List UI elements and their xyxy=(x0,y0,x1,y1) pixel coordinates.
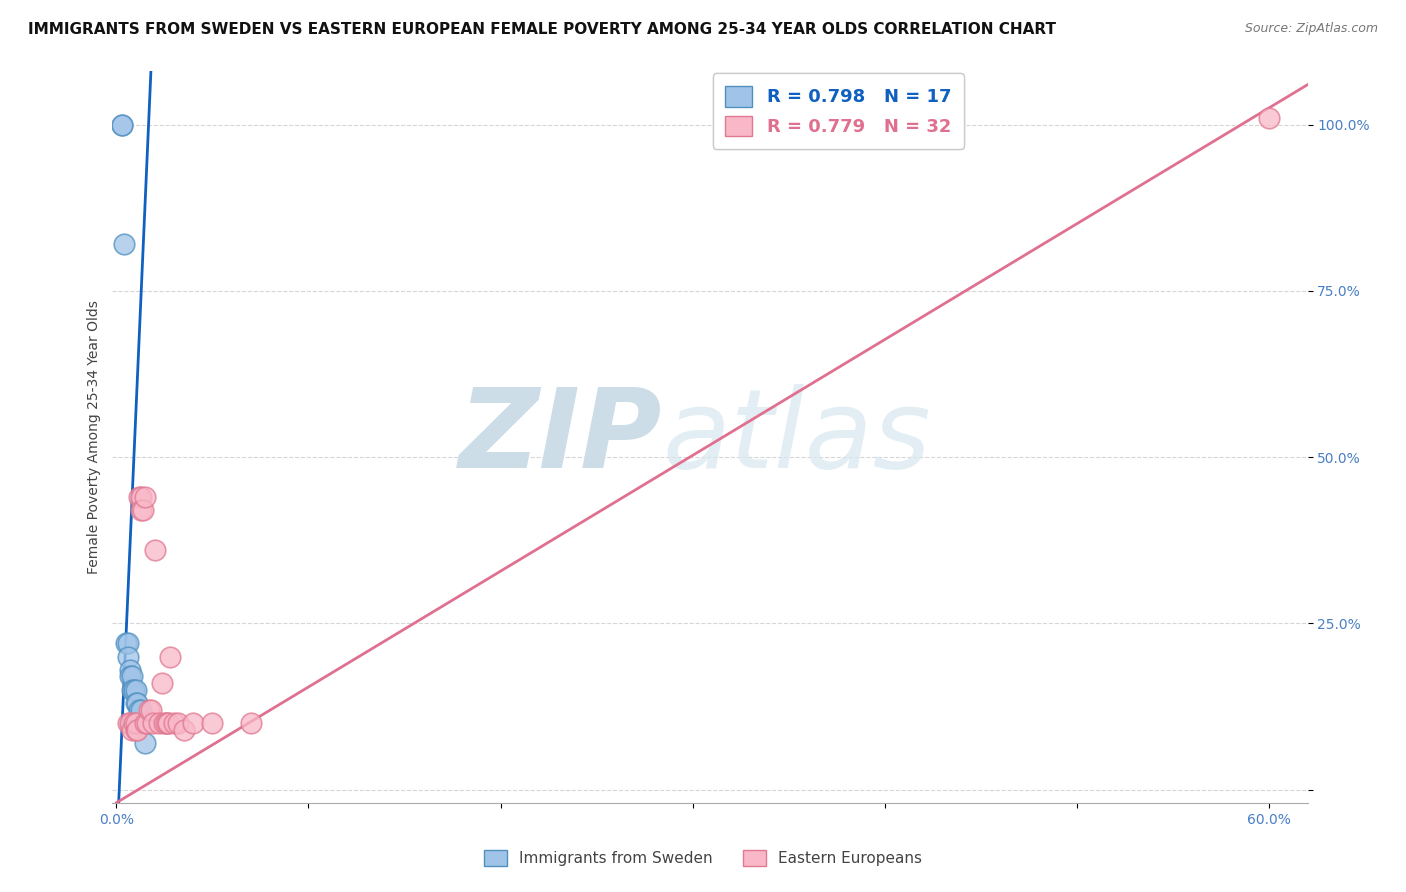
Point xyxy=(181,716,204,731)
Point xyxy=(163,716,186,731)
Point xyxy=(136,716,159,731)
Point xyxy=(148,716,170,731)
Point xyxy=(159,649,181,664)
Point xyxy=(129,503,152,517)
Point xyxy=(127,723,149,737)
Point xyxy=(132,503,155,517)
Point xyxy=(121,682,143,697)
Point xyxy=(118,663,141,677)
Point xyxy=(122,682,145,697)
Point xyxy=(117,716,139,731)
Point xyxy=(122,716,145,731)
Point xyxy=(129,490,152,504)
Point xyxy=(118,669,141,683)
Text: atlas: atlas xyxy=(662,384,931,491)
Point xyxy=(138,703,160,717)
Point xyxy=(121,669,143,683)
Point xyxy=(112,237,135,252)
Point xyxy=(117,636,139,650)
Point xyxy=(124,696,146,710)
Point xyxy=(134,736,156,750)
Point xyxy=(142,716,165,731)
Point xyxy=(111,118,134,132)
Point xyxy=(166,716,188,731)
Point xyxy=(173,723,195,737)
Point xyxy=(201,716,224,731)
Point xyxy=(152,676,174,690)
Point xyxy=(134,716,156,731)
Point xyxy=(143,543,166,558)
Point xyxy=(1258,111,1281,125)
Point xyxy=(139,703,162,717)
Point xyxy=(118,716,141,731)
Point xyxy=(155,716,177,731)
Point xyxy=(129,703,152,717)
Point xyxy=(239,716,262,731)
Point xyxy=(124,682,146,697)
Point xyxy=(121,723,143,737)
Point xyxy=(115,636,138,650)
Text: ZIP: ZIP xyxy=(458,384,662,491)
Point xyxy=(117,649,139,664)
Point xyxy=(127,696,149,710)
Text: Source: ZipAtlas.com: Source: ZipAtlas.com xyxy=(1244,22,1378,36)
Point xyxy=(153,716,176,731)
Point xyxy=(124,716,146,731)
Point xyxy=(157,716,180,731)
Y-axis label: Female Poverty Among 25-34 Year Olds: Female Poverty Among 25-34 Year Olds xyxy=(87,300,101,574)
Point xyxy=(128,490,150,504)
Point xyxy=(124,723,146,737)
Point xyxy=(111,118,134,132)
Point xyxy=(157,716,180,731)
Legend: Immigrants from Sweden, Eastern Europeans: Immigrants from Sweden, Eastern European… xyxy=(475,841,931,875)
Text: IMMIGRANTS FROM SWEDEN VS EASTERN EUROPEAN FEMALE POVERTY AMONG 25-34 YEAR OLDS : IMMIGRANTS FROM SWEDEN VS EASTERN EUROPE… xyxy=(28,22,1056,37)
Point xyxy=(128,703,150,717)
Point xyxy=(134,490,156,504)
Legend: R = 0.798   N = 17, R = 0.779   N = 32: R = 0.798 N = 17, R = 0.779 N = 32 xyxy=(713,73,965,149)
